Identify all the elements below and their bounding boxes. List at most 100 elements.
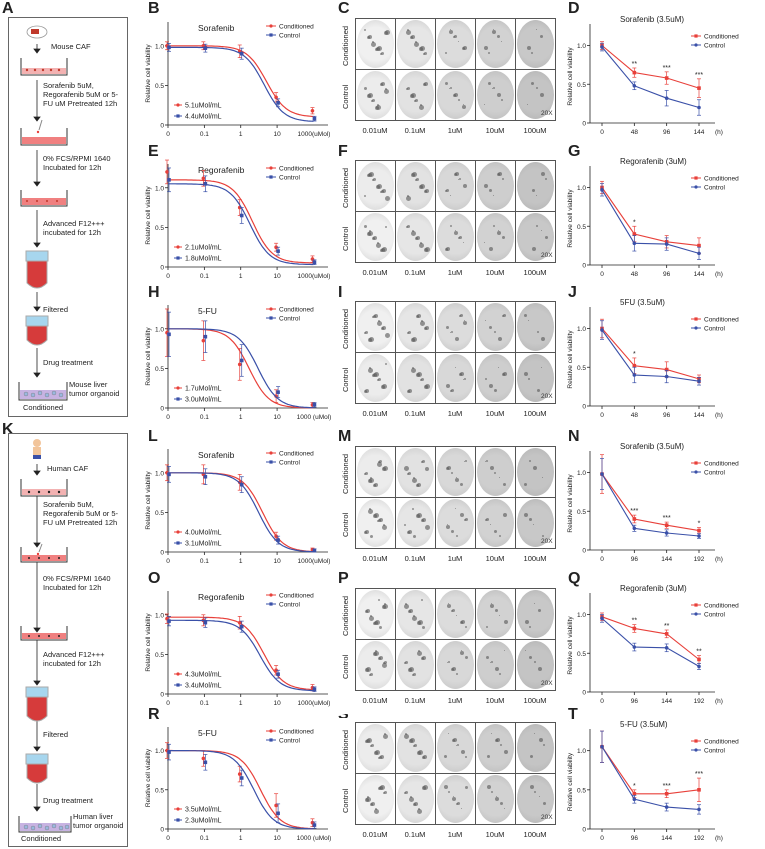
organoid-well (437, 213, 474, 261)
organoid-speck (384, 661, 387, 664)
chart-title: Sorafenib (198, 23, 235, 33)
organoid-speck (446, 467, 449, 470)
organoid-well (397, 162, 434, 210)
organoid-speck (465, 518, 468, 521)
organoid-speck (450, 332, 451, 333)
organoid-speck (527, 104, 528, 105)
legend-marker-control (269, 316, 273, 320)
organoid-speck (488, 52, 490, 54)
organoid-speck (376, 243, 381, 248)
organoid-speck (538, 609, 541, 612)
y-tick-label: 1.0 (155, 748, 164, 755)
ic50-marker-control (176, 683, 180, 687)
organoid-speck (534, 791, 536, 793)
organoid-speck (365, 331, 368, 334)
organoid-speck (459, 315, 461, 317)
x-tick-label: 48 (631, 271, 639, 278)
grid-row-label: Control (341, 226, 350, 251)
organoid-image-cell (435, 301, 476, 353)
grid-column-label: 100uM (523, 830, 547, 839)
panel-letter-h: H (148, 284, 160, 301)
organoid-well (437, 303, 474, 351)
dish-3 (20, 626, 68, 641)
organoid-speck (412, 508, 414, 510)
flow-step2: 0% FCS/RPMI 1640 Incubated for 12h (43, 574, 111, 592)
data-point-control (203, 474, 208, 479)
organoid-well (477, 213, 514, 261)
legend-label-control: Control (279, 738, 301, 745)
significance-marker: *** (663, 515, 671, 522)
organoid-speck (529, 626, 531, 628)
grid-row-label: Conditioned (341, 595, 350, 636)
organoid-speck (497, 35, 500, 38)
organoid-well (477, 499, 514, 547)
organoid-speck (364, 195, 366, 197)
legend-label-control: Control (704, 470, 726, 477)
x-tick-label: 144 (694, 412, 705, 419)
organoid-speck (451, 530, 454, 533)
organoid-speck (421, 657, 424, 660)
x-tick-label: 48 (631, 412, 639, 419)
organoid-speck (381, 385, 385, 389)
organoid-speck (529, 518, 532, 521)
organoid-well (357, 724, 394, 772)
y-tick-label: 1.0 (577, 43, 586, 50)
organoid-speck (379, 518, 383, 522)
organoid-speck (463, 379, 464, 380)
x-tick-label: 10 (273, 835, 281, 842)
legend-marker-conditioned (269, 166, 273, 170)
magnification-label: 20X (541, 110, 553, 117)
chart-5fu-mouse-dose: 5-FU Relative cell viability 0 0.5 1.0 0 0.1 1 1… (145, 305, 331, 421)
organoid-speck (459, 236, 462, 239)
legend-label-control: Control (704, 748, 726, 755)
legend-label-conditioned: Conditioned (279, 593, 314, 600)
data-point-conditioned (237, 772, 242, 776)
organoid-speck (384, 31, 388, 35)
organoid-speck (417, 621, 421, 625)
organoid-speck (372, 99, 375, 102)
organoid-speck (486, 460, 488, 462)
organoid-speck (380, 191, 382, 193)
organoid-speck (458, 179, 459, 180)
organoid-speck (370, 803, 373, 806)
organoid-speck (451, 610, 453, 612)
organoid-well (437, 162, 474, 210)
organoid-speck (539, 796, 540, 797)
mouse-icon (26, 25, 48, 39)
organoid-speck (444, 755, 447, 758)
organoid-speck (424, 190, 427, 193)
organoid-speck (490, 604, 494, 608)
organoid-speck (452, 797, 456, 801)
chart-title: 5FU (3.5uM) (620, 298, 665, 307)
legend-label-conditioned: Conditioned (704, 739, 739, 746)
x-tick-label: 0 (600, 556, 604, 563)
grid-column-label: 100uM (523, 554, 547, 563)
organoid-speck (457, 802, 460, 805)
significance-marker: ** (664, 623, 670, 630)
tube-2 (25, 315, 49, 346)
organoid-speck (495, 739, 498, 742)
ic50-marker-conditioned (176, 807, 180, 811)
ic50-marker-control (176, 114, 180, 118)
organoid-speck (455, 478, 459, 482)
panel-letter-s: S (338, 706, 349, 723)
ic50-label-conditioned: 4.0uMol/mL (185, 530, 222, 537)
organoid-speck (378, 787, 381, 790)
legend-marker-conditioned (269, 593, 273, 597)
x-axis-unit: 1000(uMol) (298, 700, 331, 707)
panel-letter-t: T (568, 706, 578, 723)
organoid-image-cell (395, 722, 436, 774)
organoid-speck (367, 174, 370, 177)
x-tick-label: 0 (166, 414, 170, 421)
organoid-well (357, 641, 394, 689)
significance-marker: * (698, 521, 701, 528)
organoid-speck (407, 473, 409, 475)
magnification-label: 20X (541, 252, 553, 259)
organoid-speck (422, 656, 426, 660)
chart-sorafenib-human-time: Sorafenib (3.5uM) Relative cell viability… (567, 442, 739, 563)
organoid-speck (524, 372, 528, 376)
data-point-control (203, 46, 208, 50)
flow-conditioned-label: Conditioned (23, 403, 64, 412)
organoid-speck (448, 661, 450, 663)
organoid-speck (494, 472, 496, 474)
